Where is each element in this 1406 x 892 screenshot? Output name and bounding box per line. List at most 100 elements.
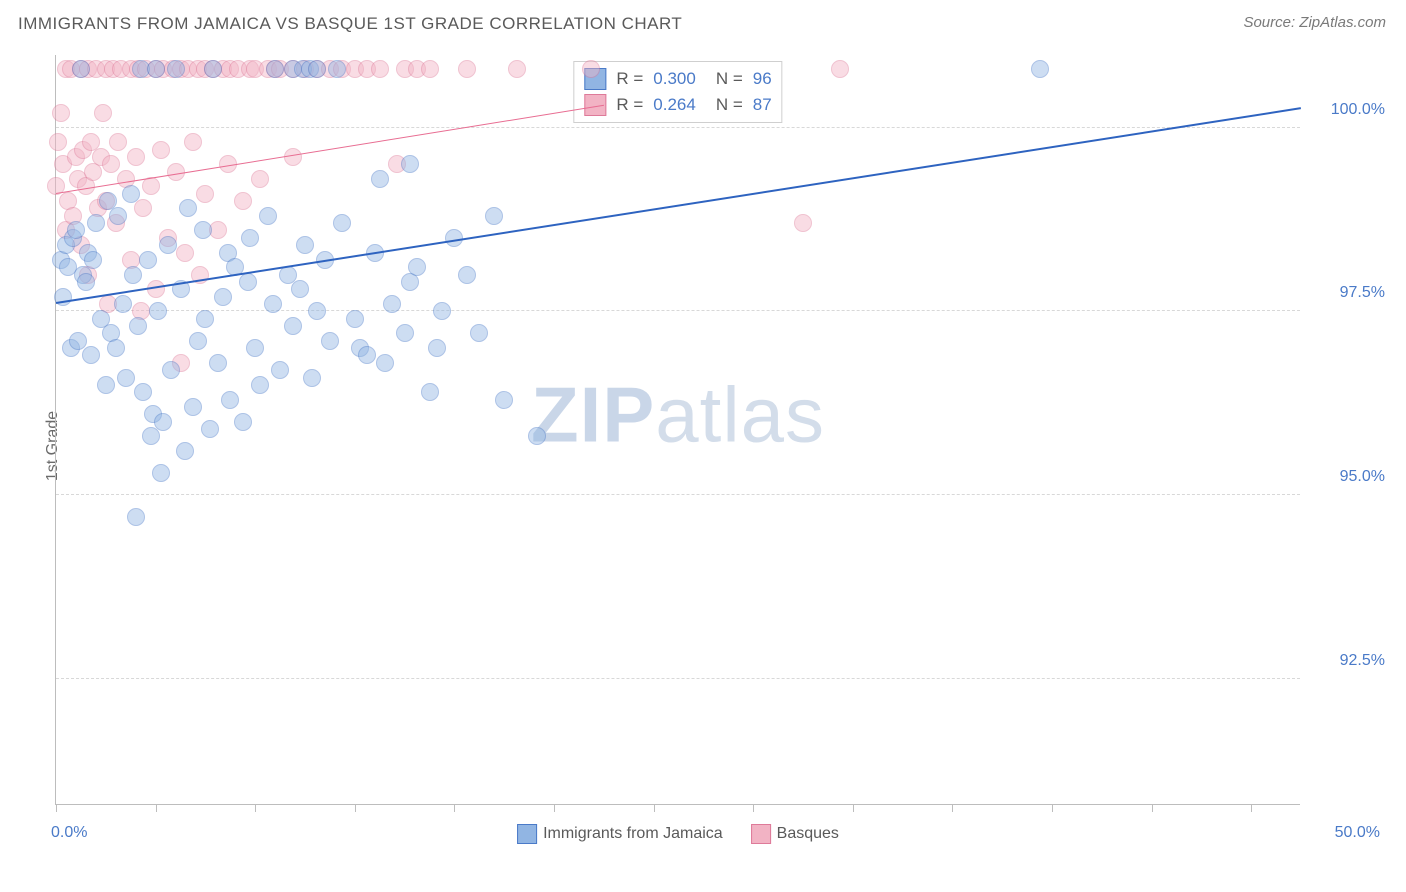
scatter-point: [259, 207, 277, 225]
legend-item: Immigrants from Jamaica: [517, 824, 723, 844]
scatter-point: [194, 221, 212, 239]
x-tick: [255, 804, 256, 812]
scatter-point: [159, 236, 177, 254]
scatter-point: [308, 60, 326, 78]
x-max-label: 50.0%: [1335, 824, 1380, 842]
scatter-point: [346, 310, 364, 328]
r-value: 0.300: [653, 69, 696, 89]
scatter-point: [122, 185, 140, 203]
scatter-point: [109, 133, 127, 151]
x-tick: [454, 804, 455, 812]
scatter-point: [142, 427, 160, 445]
n-label: N =: [716, 95, 743, 115]
scatter-point: [251, 170, 269, 188]
scatter-point: [167, 60, 185, 78]
r-value: 0.264: [653, 95, 696, 115]
x-tick: [355, 804, 356, 812]
gridline: [56, 678, 1300, 679]
scatter-point: [49, 133, 67, 151]
scatter-point: [308, 302, 326, 320]
x-min-label: 0.0%: [51, 824, 87, 842]
scatter-point: [176, 442, 194, 460]
scatter-point: [84, 251, 102, 269]
scatter-point: [142, 177, 160, 195]
legend-label: Basques: [777, 825, 839, 842]
scatter-point: [129, 317, 147, 335]
scatter-point: [321, 332, 339, 350]
scatter-point: [376, 354, 394, 372]
scatter-point: [94, 104, 112, 122]
scatter-point: [239, 273, 257, 291]
x-tick: [1251, 804, 1252, 812]
r-label: R =: [616, 95, 643, 115]
scatter-point: [109, 207, 127, 225]
y-tick-label: 100.0%: [1310, 101, 1385, 119]
scatter-point: [401, 155, 419, 173]
x-tick: [654, 804, 655, 812]
scatter-point: [396, 324, 414, 342]
scatter-point: [241, 229, 259, 247]
x-tick: [1052, 804, 1053, 812]
scatter-point: [134, 383, 152, 401]
legend-label: Immigrants from Jamaica: [543, 825, 723, 842]
y-tick-label: 92.5%: [1310, 652, 1385, 670]
gridline: [56, 127, 1300, 128]
legend-item: Basques: [751, 824, 839, 844]
gridline: [56, 494, 1300, 495]
scatter-point: [152, 464, 170, 482]
scatter-point: [87, 214, 105, 232]
scatter-point: [69, 332, 87, 350]
x-tick: [56, 804, 57, 812]
n-value: 87: [753, 95, 772, 115]
y-tick-label: 95.0%: [1310, 468, 1385, 486]
scatter-point: [134, 199, 152, 217]
legend-swatch: [751, 824, 771, 844]
source-attribution: Source: ZipAtlas.com: [1243, 14, 1386, 31]
scatter-point: [107, 339, 125, 357]
scatter-point: [152, 141, 170, 159]
scatter-point: [383, 295, 401, 313]
x-tick: [554, 804, 555, 812]
chart-title: IMMIGRANTS FROM JAMAICA VS BASQUE 1ST GR…: [18, 14, 682, 34]
legend-swatch: [517, 824, 537, 844]
x-tick: [952, 804, 953, 812]
scatter-point: [176, 244, 194, 262]
scatter-point: [52, 104, 70, 122]
scatter-point: [82, 346, 100, 364]
scatter-point: [284, 148, 302, 166]
correlation-stats-box: R =0.300N =96R =0.264N =87: [573, 61, 782, 123]
scatter-point: [127, 508, 145, 526]
scatter-point: [162, 361, 180, 379]
scatter-point: [582, 60, 600, 78]
scatter-point: [72, 60, 90, 78]
scatter-point: [508, 60, 526, 78]
scatter-point: [139, 251, 157, 269]
scatter-point: [333, 214, 351, 232]
scatter-point: [291, 280, 309, 298]
scatter-point: [184, 398, 202, 416]
scatter-point: [214, 288, 232, 306]
stats-row: R =0.300N =96: [584, 66, 771, 92]
scatter-point: [234, 192, 252, 210]
scatter-point: [196, 310, 214, 328]
scatter-point: [77, 273, 95, 291]
scatter-point: [458, 266, 476, 284]
scatter-point: [284, 317, 302, 335]
scatter-point: [831, 60, 849, 78]
scatter-point: [201, 420, 219, 438]
scatter-point: [97, 376, 115, 394]
scatter-point: [117, 369, 135, 387]
scatter-point: [271, 361, 289, 379]
scatter-point: [264, 295, 282, 313]
scatter-point: [371, 60, 389, 78]
scatter-point: [147, 60, 165, 78]
scatter-point: [127, 148, 145, 166]
n-label: N =: [716, 69, 743, 89]
watermark: ZIPatlas: [531, 369, 825, 460]
scatter-point: [114, 295, 132, 313]
scatter-point: [67, 221, 85, 239]
scatter-point: [154, 413, 172, 431]
scatter-point: [209, 354, 227, 372]
scatter-point: [124, 266, 142, 284]
scatter-point: [246, 339, 264, 357]
